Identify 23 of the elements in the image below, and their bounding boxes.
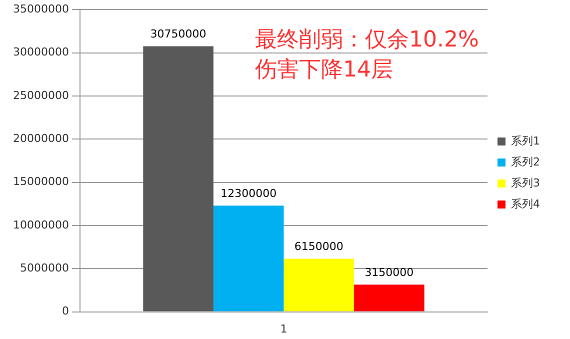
annotation: 最终削弱：仅余10.2% xyxy=(254,27,479,52)
data-label: 3150000 xyxy=(364,266,414,279)
bar xyxy=(354,284,424,312)
y-tick-label: 15000000 xyxy=(12,175,69,188)
legend-label: 系列2 xyxy=(511,155,540,168)
data-label: 6150000 xyxy=(294,240,344,254)
annotation: 伤害下降14层 xyxy=(254,57,393,82)
y-tick-label: 35000000 xyxy=(12,2,69,16)
data-label: 12300000 xyxy=(220,186,277,200)
y-tick-label: 25000000 xyxy=(12,88,69,102)
bar xyxy=(143,46,214,312)
y-tick-label: 0 xyxy=(62,304,69,318)
bar xyxy=(284,258,354,312)
legend-label: 系列3 xyxy=(511,176,540,190)
y-tick-label: 10000000 xyxy=(12,218,69,232)
y-tick-label: 30000000 xyxy=(12,46,69,59)
legend-label: 系列4 xyxy=(511,197,540,210)
data-label: 30750000 xyxy=(150,28,206,41)
bar xyxy=(213,206,284,312)
y-tick-label: 5000000 xyxy=(20,261,69,274)
x-tick-label: 1 xyxy=(280,322,288,336)
legend-label: 系列1 xyxy=(511,134,540,148)
y-tick-label: 20000000 xyxy=(12,132,69,145)
